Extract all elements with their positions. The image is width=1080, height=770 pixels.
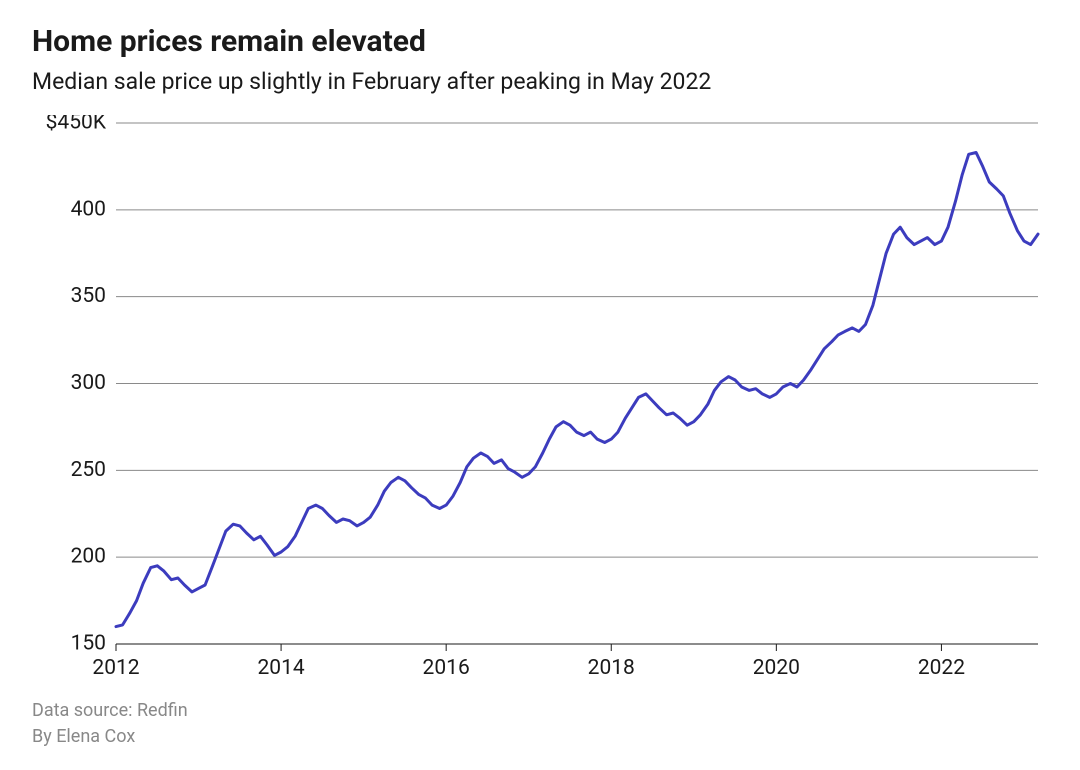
line-chart-svg: 150 200 250 300 350 400 $450K 2012 2014 2016 2018 2… xyxy=(32,115,1048,688)
svg-text:2022: 2022 xyxy=(918,656,965,680)
svg-text:2012: 2012 xyxy=(92,656,139,680)
svg-text:2014: 2014 xyxy=(257,656,304,680)
chart-container: Home prices remain elevated Median sale … xyxy=(0,0,1080,770)
chart-title: Home prices remain elevated xyxy=(32,24,1048,60)
byline-text: By Elena Cox xyxy=(32,724,1048,750)
chart-subtitle: Median sale price up slightly in Februar… xyxy=(32,66,1048,97)
svg-text:150: 150 xyxy=(71,632,106,656)
chart-footer: Data source: Redfin By Elena Cox xyxy=(32,698,1048,750)
chart-plot-area: 150 200 250 300 350 400 $450K 2012 2014 2016 2018 2… xyxy=(32,115,1048,688)
svg-text:2018: 2018 xyxy=(588,656,635,680)
data-source-text: Data source: Redfin xyxy=(32,698,1048,724)
svg-text:$450K: $450K xyxy=(46,115,107,135)
svg-text:400: 400 xyxy=(71,197,106,221)
svg-text:250: 250 xyxy=(71,458,106,482)
svg-text:2020: 2020 xyxy=(753,656,800,680)
svg-text:350: 350 xyxy=(71,284,106,308)
svg-text:200: 200 xyxy=(71,545,106,569)
svg-text:2016: 2016 xyxy=(423,656,470,680)
svg-text:300: 300 xyxy=(71,371,106,395)
